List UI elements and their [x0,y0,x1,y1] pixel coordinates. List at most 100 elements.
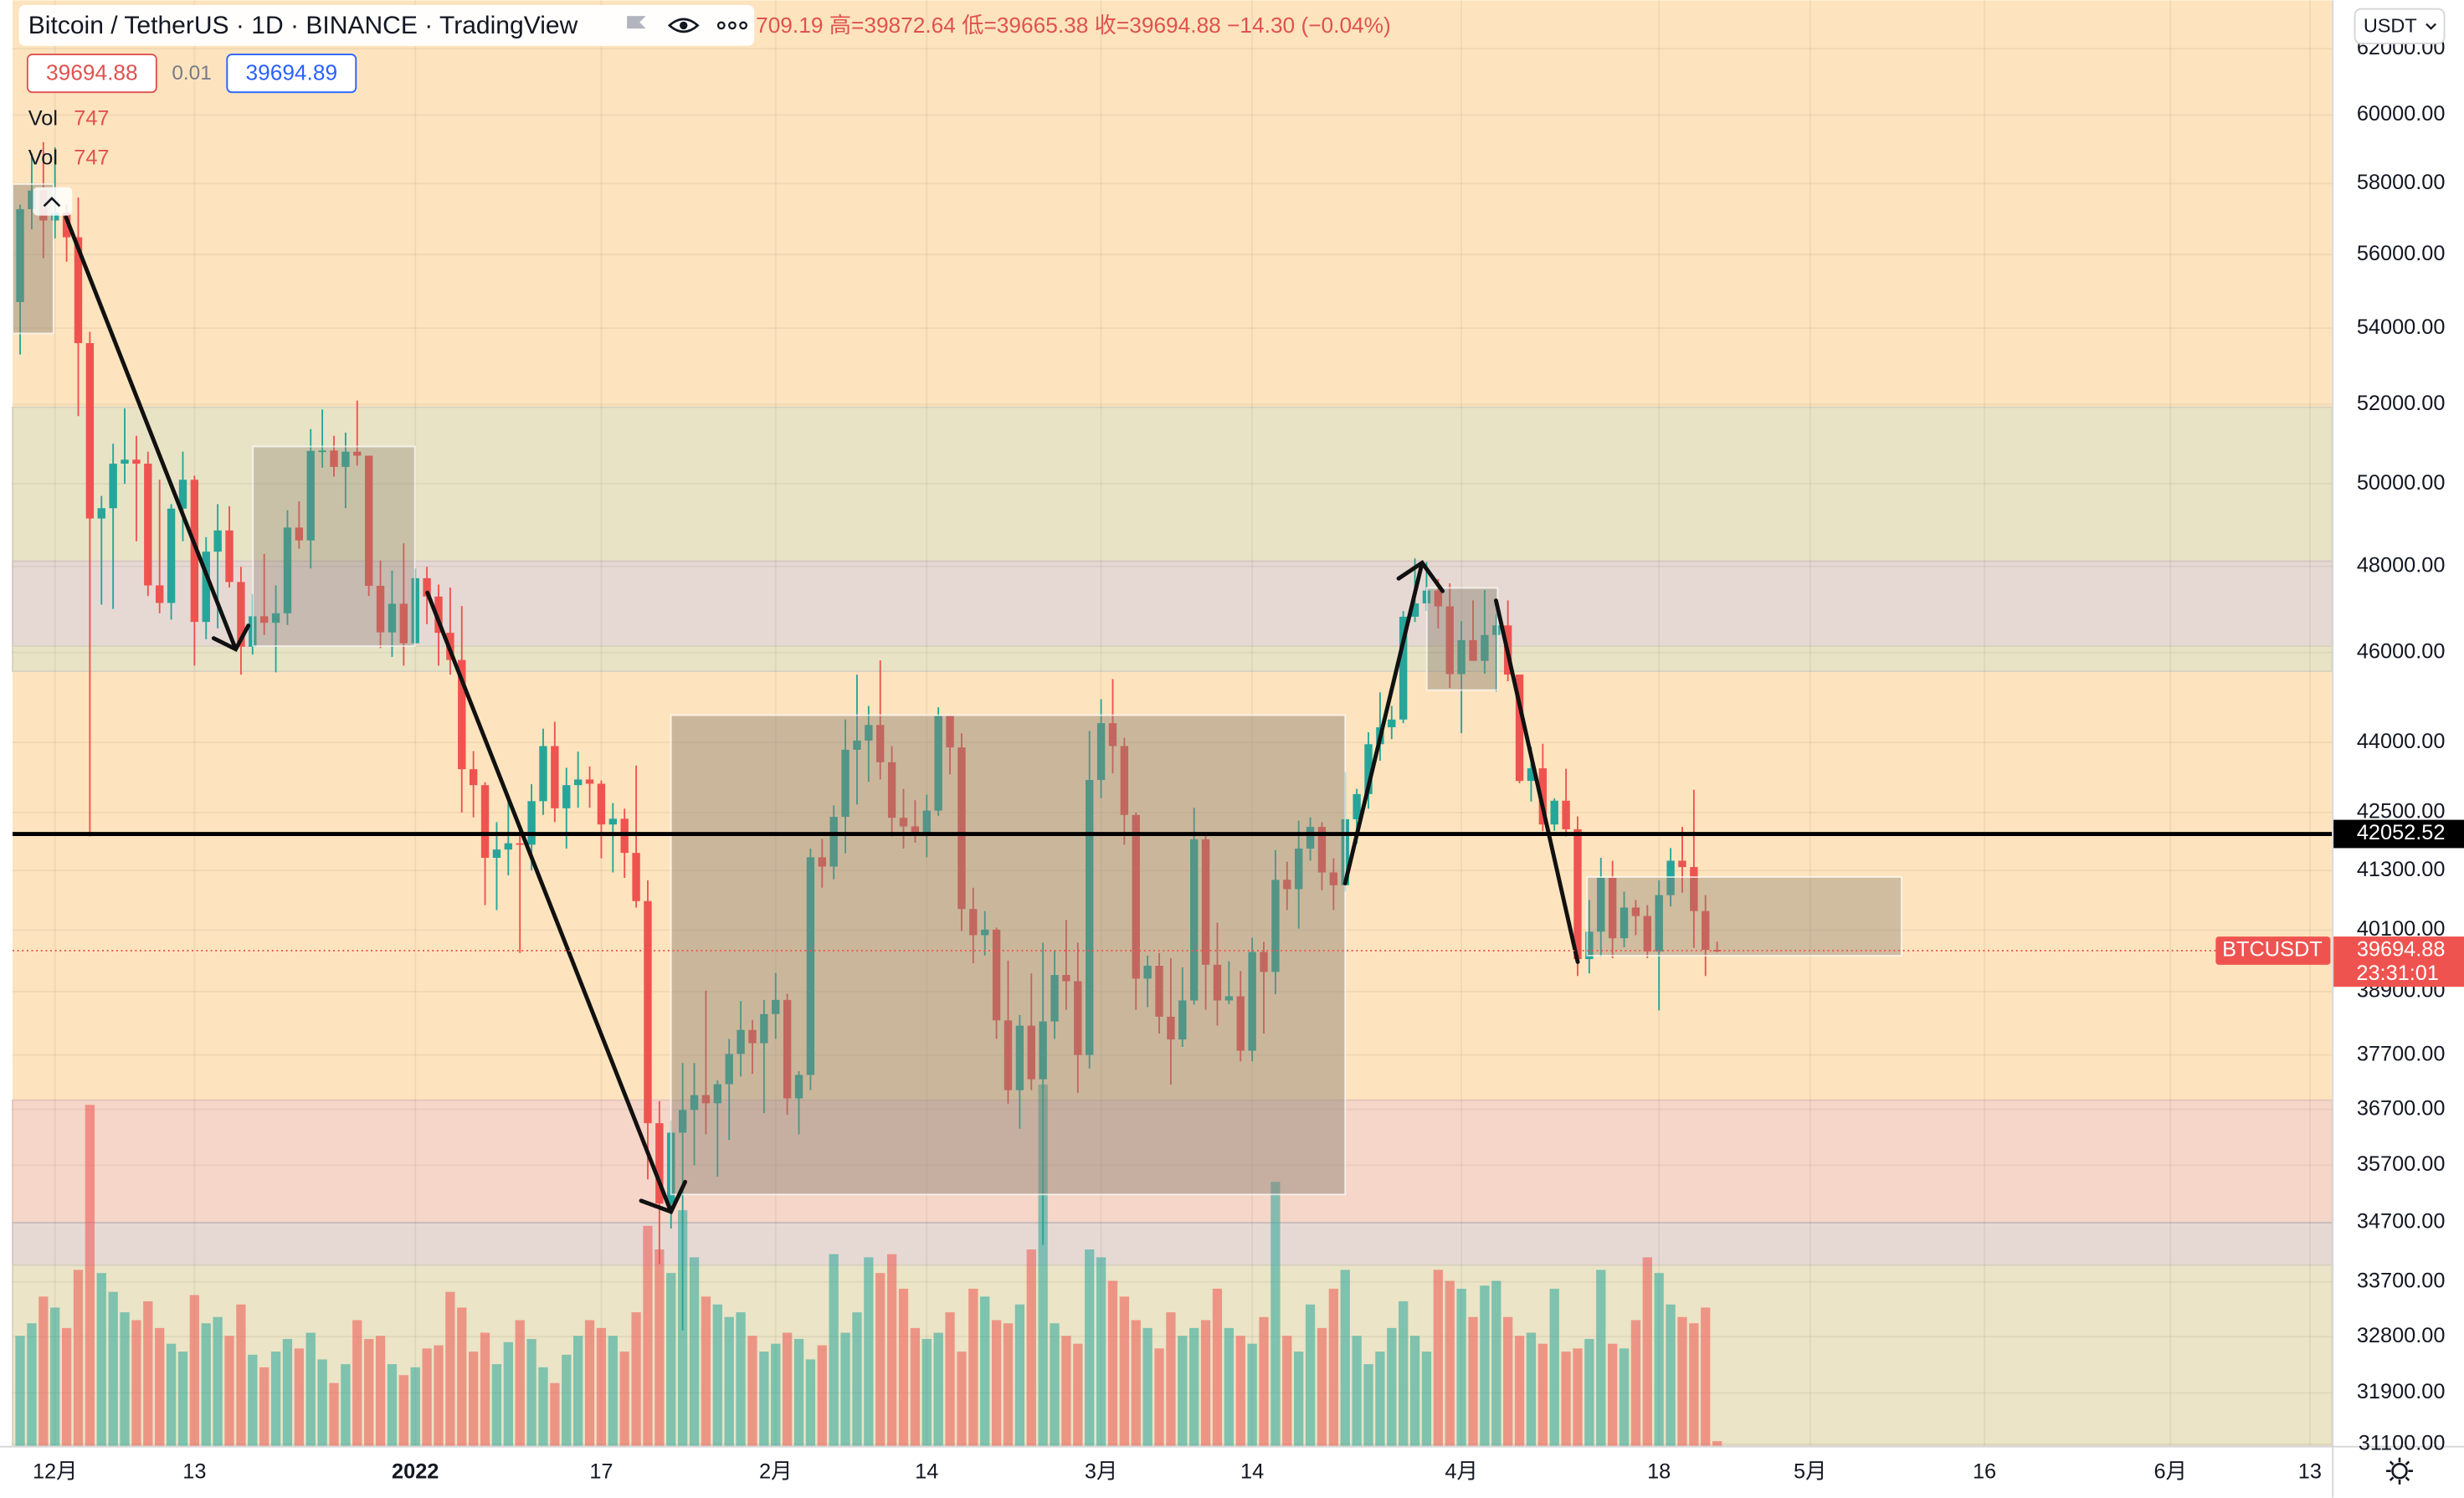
volume-bar [491,1364,502,1446]
candle-body [480,785,490,858]
candle-body [85,343,95,519]
candle-body [283,527,292,613]
eye-icon-pupil [680,21,688,30]
volume-bar [1491,1280,1502,1446]
volume-bar [1178,1336,1188,1446]
volume-bar [422,1348,432,1446]
candle-body [1015,1025,1024,1090]
level-label-bg [2333,819,2464,849]
volume-bar [829,1254,839,1446]
zone [12,1222,2333,1266]
volume-bar [1328,1288,1338,1446]
volume-bar [1468,1316,1478,1446]
candle-body [841,749,850,818]
candle-body [539,746,547,802]
settings-icon[interactable] [2386,1457,2413,1485]
volume-bar [921,1339,932,1446]
volume-bar [852,1312,862,1446]
volume-bar [1630,1320,1641,1446]
volume-bar [259,1367,270,1446]
candle-body [1039,1021,1047,1080]
candle-body [109,464,117,509]
candle-body [992,929,1001,1021]
candle-body [492,849,501,858]
candle-body [376,586,385,633]
candle-body [1573,829,1582,960]
eye-icon[interactable] [667,18,700,33]
candle-body [1213,964,1222,1001]
candle-body [1410,603,1419,617]
candle-body [469,769,478,786]
sell-button[interactable] [26,54,157,94]
trend-line [1493,598,1580,964]
candle-body [772,999,780,1014]
volume-bar [1340,1270,1350,1446]
volume-pane [15,1084,1722,1446]
candle-body [62,212,71,238]
candle-body [1224,996,1234,1001]
candle-body [318,450,326,453]
volume-bar [1014,1304,1025,1446]
flag-icon[interactable] [627,16,646,29]
y-tick-label: 44000.00 [2357,730,2446,753]
candle-body [1178,1000,1187,1040]
volume-bar [1038,1084,1048,1446]
candle-body [190,480,199,623]
volume-bar [1224,1327,1234,1446]
symbol-title[interactable]: Bitcoin / TetherUS · 1D · BINANCE · Trad… [28,12,578,39]
volume-bar [1154,1348,1164,1446]
candle-body [1666,860,1675,895]
x-tick-label: 13 [2298,1460,2322,1483]
x-tick-label: 17 [589,1460,613,1483]
zone [12,1099,2333,1224]
candle-body [1248,952,1256,1051]
indicator-name[interactable]: Vol [28,146,58,170]
volume-bar [1305,1304,1316,1446]
volume-bar [1608,1343,1618,1446]
candle-body [829,817,838,867]
volume-bar [864,1257,874,1446]
candle-body [737,1029,745,1054]
candle-body [1283,880,1291,890]
volume-bar [771,1343,781,1446]
volume-bar [1701,1307,1711,1446]
volume-bar [305,1332,316,1446]
y-tick-label: 42500.00 [2357,800,2446,823]
candle-body [713,1084,721,1104]
y-tick-label: 60000.00 [2357,102,2446,126]
volume-bar [352,1320,362,1446]
y-tick-label: 54000.00 [2357,316,2446,339]
ohlc-values: 709.19 高=39872.64 低=39665.38 收=39694.88 … [756,13,1391,38]
candle-body [1167,1016,1175,1040]
candle-body [28,190,36,209]
volume-bar [1259,1316,1269,1446]
more-icon[interactable] [716,21,747,30]
volume-bar [1421,1352,1432,1446]
volume-bar [1142,1327,1152,1446]
buy-button[interactable] [226,54,357,94]
volume-bar [38,1296,49,1446]
candle-body [748,1029,757,1044]
volume-bar [27,1323,37,1446]
indicator-name[interactable]: Vol [28,107,58,131]
currency-button[interactable] [2354,8,2446,44]
volume-bar [1712,1441,1722,1446]
x-tick-label: 3月 [1085,1460,1117,1483]
candle-body [644,900,652,1124]
candle-body [608,818,618,825]
volume-bar [1387,1327,1397,1446]
candle-body [225,530,234,582]
candle-body [1096,723,1106,781]
currency: USDT [2364,14,2417,36]
collapse-button[interactable] [33,187,73,216]
volume-bar [980,1296,990,1446]
grid [13,0,2333,1446]
candle-body [585,779,594,784]
volume-bar [724,1316,734,1446]
candle-body [876,725,885,762]
box [1586,876,1902,957]
volume-bar [608,1336,618,1446]
box [1425,587,1499,691]
y-tick-label: 50000.00 [2357,471,2446,495]
